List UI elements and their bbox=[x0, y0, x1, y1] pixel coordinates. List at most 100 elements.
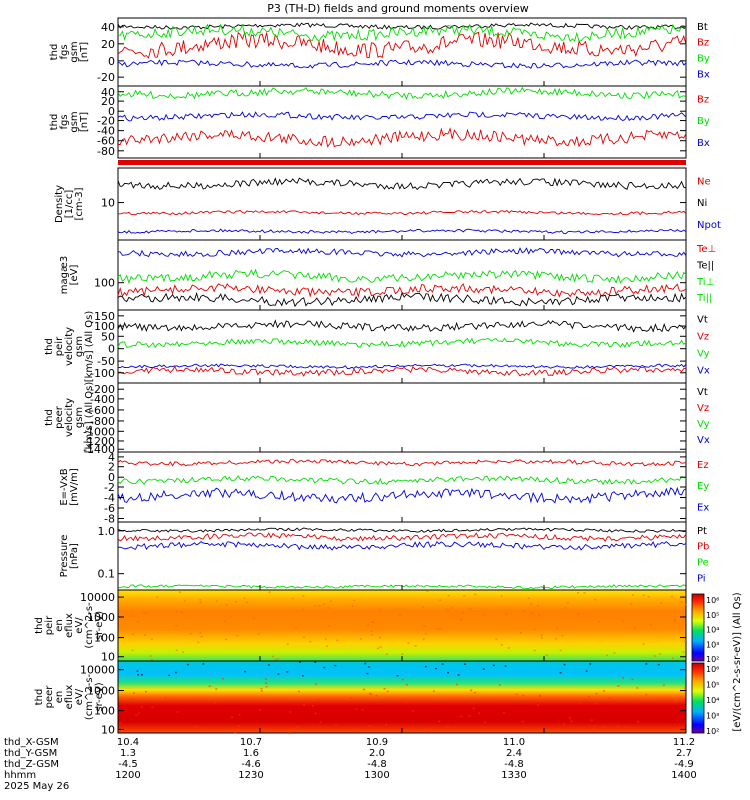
spectro-pixel bbox=[180, 611, 183, 614]
spectro-pixel bbox=[635, 699, 638, 701]
spectro-pixel bbox=[286, 643, 289, 645]
colorbar-tick-label: 10³ bbox=[706, 640, 719, 649]
spectro-pixel bbox=[349, 697, 352, 699]
spectro-pixel bbox=[500, 644, 503, 646]
y-axis-label: peir bbox=[54, 336, 65, 356]
spectro-pixel bbox=[149, 655, 152, 657]
spectro-pixel bbox=[175, 649, 178, 651]
spectro-pixel bbox=[131, 698, 134, 701]
spectro-pixel bbox=[422, 638, 425, 640]
density-frame bbox=[117, 167, 687, 241]
y-tick-label: 1.0 bbox=[98, 525, 116, 538]
spectro-pixel bbox=[329, 600, 332, 602]
x-row-label: thd_Z-GSM bbox=[4, 759, 59, 770]
spectro-pixel bbox=[324, 638, 327, 640]
x-axis-value: 1400 bbox=[671, 770, 696, 781]
y-tick-label: 100 bbox=[94, 277, 115, 290]
spectro-pixel bbox=[561, 634, 564, 637]
spectro-pixel bbox=[411, 710, 414, 712]
spectro-pixel bbox=[182, 651, 184, 653]
spectro-pixel bbox=[291, 597, 294, 600]
y-axis-label: eV/ bbox=[74, 617, 85, 634]
spectro-pixel bbox=[336, 639, 339, 642]
spectro-pixel bbox=[407, 642, 410, 644]
spectro-pixel bbox=[309, 640, 312, 643]
spectro-pixel bbox=[530, 602, 533, 605]
x-axis-value: -4.8 bbox=[504, 759, 524, 770]
spectro-pixel bbox=[265, 686, 268, 688]
spectro-pixel bbox=[368, 725, 371, 727]
spectro-pixel bbox=[401, 678, 404, 681]
spectro-pixel bbox=[301, 608, 304, 611]
y-tick-label: 20 bbox=[101, 38, 115, 51]
peir-velocity-trace-1 bbox=[117, 337, 687, 349]
spectro-pixel bbox=[450, 607, 453, 609]
y-axis-label: thd bbox=[34, 617, 45, 634]
legend-fgs-gsm-2: By bbox=[697, 53, 710, 64]
efield-trace-1 bbox=[117, 475, 687, 486]
spectro-pixel bbox=[645, 694, 648, 696]
spectro-pixel bbox=[622, 677, 624, 679]
spectro-pixel bbox=[568, 717, 571, 719]
spectro-pixel bbox=[318, 605, 321, 607]
pressure-trace-0 bbox=[117, 527, 687, 533]
legend-peer-velocity-1: Vz bbox=[697, 403, 709, 414]
spectro-pixel bbox=[164, 697, 167, 699]
peir-velocity-trace-0 bbox=[117, 319, 687, 333]
spectro-pixel bbox=[613, 652, 616, 654]
y-tick-label: 10 bbox=[101, 651, 115, 664]
spectro-pixel bbox=[617, 701, 620, 703]
spectro-pixel bbox=[367, 666, 370, 668]
colorbar-tick-label: 10⁵ bbox=[706, 611, 719, 620]
legend-pressure-1: Pb bbox=[697, 542, 709, 553]
spectro-pixel bbox=[633, 627, 636, 629]
y-tick-label: 0 bbox=[108, 55, 115, 68]
spectro-pixel bbox=[396, 675, 399, 677]
spectro-pixel bbox=[632, 594, 634, 596]
spectro-pixel bbox=[297, 690, 300, 693]
spectro-pixel bbox=[537, 704, 539, 706]
legend-fgs-gsm-dsl-2: Bx bbox=[697, 138, 710, 149]
legend-peer-velocity-3: Vx bbox=[697, 435, 710, 446]
spectro-pixel bbox=[214, 702, 217, 704]
spectro-pixel bbox=[682, 651, 685, 653]
spectro-pixel bbox=[129, 615, 132, 617]
y-axis-label: eflux bbox=[64, 685, 75, 710]
fgs-gsm-dsl-trace-0 bbox=[117, 86, 687, 100]
spectro-pixel bbox=[156, 596, 159, 598]
spectro-pixel bbox=[379, 608, 382, 611]
spectro-pixel bbox=[303, 704, 305, 706]
spectro-pixel bbox=[603, 690, 606, 692]
spectro-pixel bbox=[583, 592, 586, 594]
spectro-pixel bbox=[274, 658, 277, 661]
spectro-pixel bbox=[563, 663, 566, 666]
y-tick-label: 100 bbox=[94, 705, 115, 718]
spectro-pixel bbox=[174, 671, 177, 674]
spectro-pixel bbox=[438, 720, 440, 723]
spectro-pixel bbox=[507, 647, 510, 649]
colorbar-tick-label: 10² bbox=[706, 655, 719, 664]
spectro-pixel bbox=[589, 663, 592, 665]
spectro-pixel bbox=[267, 664, 270, 666]
spectro-pixel bbox=[200, 635, 203, 638]
spectro-pixel bbox=[145, 612, 148, 614]
y-axis-label: magæ3 bbox=[59, 256, 70, 294]
spectro-pixel bbox=[119, 729, 122, 732]
spectro-pixel bbox=[606, 654, 608, 657]
y-tick-label: 40 bbox=[101, 86, 115, 99]
spectro-pixel bbox=[286, 671, 289, 673]
separator-bar bbox=[118, 160, 686, 165]
y-axis-label: (cm^2-s- bbox=[84, 673, 95, 720]
spectro-pixel bbox=[268, 591, 271, 593]
spectro-pixel bbox=[474, 593, 477, 596]
y-tick-label: 2 bbox=[108, 461, 115, 474]
spectro-pixel bbox=[362, 688, 365, 691]
spectro-pixel bbox=[215, 600, 218, 602]
spectro-pixel bbox=[657, 663, 660, 666]
spectro-pixel bbox=[441, 663, 444, 665]
colorbar-tick-label: 10⁶ bbox=[706, 596, 719, 605]
peer-en-eflux-frame bbox=[117, 660, 687, 734]
spectro-pixel bbox=[131, 649, 134, 652]
spectro-pixel bbox=[473, 691, 476, 694]
spectro-pixel bbox=[288, 732, 291, 735]
